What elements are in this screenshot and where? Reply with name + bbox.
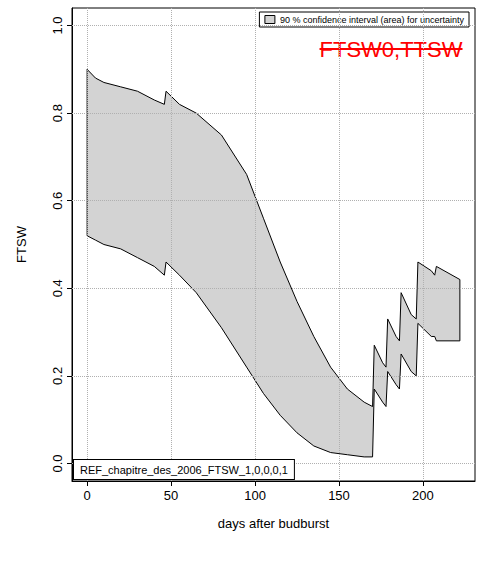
svg-text:90 % confidence interval (area: 90 % confidence interval (area) for unce…: [280, 15, 465, 25]
svg-text:200: 200: [412, 488, 434, 503]
svg-text:50: 50: [164, 488, 178, 503]
svg-text:100: 100: [244, 488, 266, 503]
svg-text:0.0: 0.0: [50, 454, 65, 472]
svg-text:FTSW0,TTSW: FTSW0,TTSW: [320, 37, 463, 62]
svg-text:0.6: 0.6: [50, 192, 65, 210]
svg-text:FTSW: FTSW: [14, 225, 29, 263]
svg-text:1.0: 1.0: [50, 16, 65, 34]
svg-text:0.8: 0.8: [50, 104, 65, 122]
svg-text:days after budburst: days after budburst: [218, 516, 330, 531]
svg-text:0: 0: [83, 488, 90, 503]
svg-text:0.2: 0.2: [50, 367, 65, 385]
svg-text:150: 150: [328, 488, 350, 503]
svg-text:REF_chapitre_des_2006_FTSW_1,0: REF_chapitre_des_2006_FTSW_1,0,0,0,1: [80, 464, 288, 476]
svg-text:0.4: 0.4: [50, 279, 65, 297]
